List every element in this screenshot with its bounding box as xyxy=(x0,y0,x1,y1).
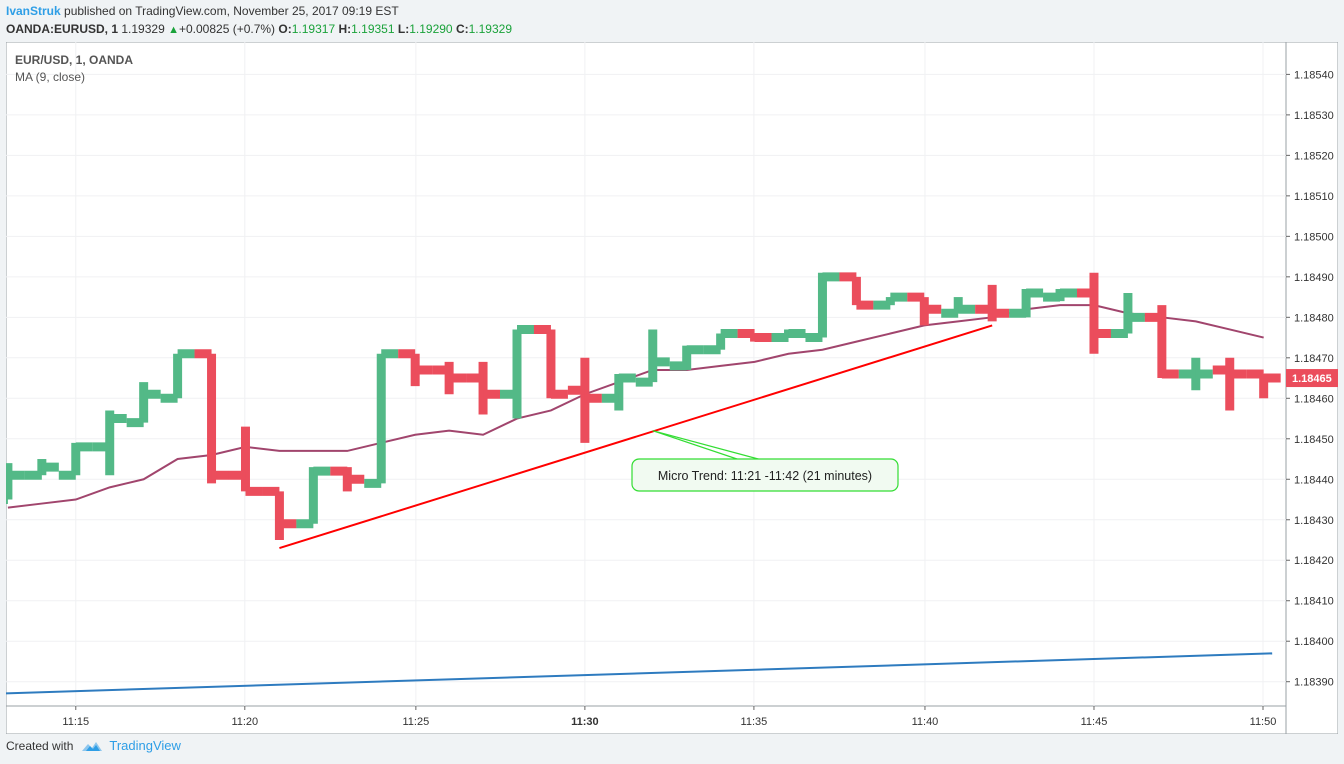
symbol-label: OANDA:EURUSD, 1 xyxy=(6,22,119,36)
price-tick-label: 1.18400 xyxy=(1294,636,1334,648)
price-tick-label: 1.18500 xyxy=(1294,231,1334,243)
price-tick-label: 1.18510 xyxy=(1294,191,1334,203)
ohlc-bar xyxy=(92,410,127,476)
ohlc-bar xyxy=(703,329,738,355)
ohlc-bar xyxy=(364,349,399,488)
price-tick-label: 1.18490 xyxy=(1294,272,1334,284)
low-label: L: xyxy=(397,22,410,36)
indicator-legend: MA (9, close) xyxy=(15,70,86,84)
ohlc-bar xyxy=(330,466,365,492)
ohlc-bar xyxy=(1144,305,1179,379)
price-tick-label: 1.18540 xyxy=(1294,69,1334,81)
current-price-marker xyxy=(1286,369,1338,388)
ohlc-bar xyxy=(160,349,195,403)
time-tick-label: 11:25 xyxy=(402,716,429,728)
ohlc-bar xyxy=(296,466,331,529)
high-label: H: xyxy=(338,22,352,36)
ohlc-bar xyxy=(500,324,534,419)
ohlc-bar xyxy=(805,272,840,343)
ohlc-bar xyxy=(1009,288,1044,318)
price-tick-label: 1.18460 xyxy=(1294,393,1334,405)
ohlc-bar xyxy=(1212,357,1247,411)
price-tick-label: 1.18410 xyxy=(1294,596,1334,608)
footer: Created with TradingView xyxy=(6,738,181,753)
chart-header: IvanStruk published on TradingView.com, … xyxy=(0,0,1344,42)
callout-text: Micro Trend: 11:21 -11:42 (21 minutes) xyxy=(658,469,872,483)
ohlc-bar xyxy=(635,329,670,387)
ohlc-bar xyxy=(601,373,636,411)
time-tick-label: 11:35 xyxy=(741,716,768,728)
ohlc-bar xyxy=(907,292,942,326)
time-tick-label: 11:20 xyxy=(231,716,258,728)
current-price-label: 1.18465 xyxy=(1292,373,1332,385)
ohlc-bar xyxy=(533,324,568,399)
ohlc-bar xyxy=(1076,272,1111,354)
ohlc-bar xyxy=(6,463,25,505)
ohlc-bar xyxy=(941,297,976,318)
publish-info: published on TradingView.com, November 2… xyxy=(64,4,399,18)
price-tick-label: 1.18440 xyxy=(1294,474,1334,486)
price-tick-label: 1.18390 xyxy=(1294,677,1334,689)
price-chart[interactable]: 1.18540 1.18530 1.18520 1.18510 1.18500 1.184… xyxy=(6,42,1338,734)
ohlc-bar xyxy=(669,345,704,371)
ohlc-bar xyxy=(58,442,93,480)
ohlc-bar xyxy=(975,284,1010,322)
micro-trend-line xyxy=(279,324,993,550)
ohlc-bar xyxy=(737,329,772,343)
publish-line: IvanStruk published on TradingView.com, … xyxy=(6,4,399,18)
price-tick-label: 1.18530 xyxy=(1294,110,1334,122)
high-value: 1.19351 xyxy=(351,22,395,36)
price-tick-label: 1.18450 xyxy=(1294,434,1334,446)
ohlc-bar xyxy=(839,272,874,310)
ohlc-bar xyxy=(194,349,229,484)
ohlc-bar xyxy=(398,349,433,387)
time-tick-label: 11:15 xyxy=(62,716,89,728)
time-tick-label: 11:45 xyxy=(1081,716,1108,728)
ohlc-bar xyxy=(567,357,602,443)
blue-trend-line xyxy=(6,652,1273,695)
price-tick-label: 1.18520 xyxy=(1294,150,1334,162)
author-link[interactable]: IvanStruk xyxy=(6,4,61,18)
time-axis xyxy=(6,705,1287,734)
last-price: 1.19329 xyxy=(121,22,165,36)
tradingview-logo-icon xyxy=(82,741,103,751)
time-tick-label: 11:50 xyxy=(1250,716,1277,728)
ohlc-bar xyxy=(873,292,908,310)
time-tick-label: 11:30 xyxy=(571,716,599,728)
ohlc-bar xyxy=(432,361,467,395)
price-tick-label: 1.18420 xyxy=(1294,555,1334,567)
open-value: 1.19317 xyxy=(291,22,336,36)
plot-area xyxy=(6,42,1287,707)
ohlc-line: OANDA:EURUSD, 1 1.19329 ▲+0.00825 (+0.7%… xyxy=(6,22,512,36)
ohlc-bar xyxy=(1178,357,1213,391)
ohlc-bar xyxy=(262,486,297,540)
price-change: +0.00825 (+0.7%) xyxy=(178,22,276,36)
close-label: C: xyxy=(455,22,469,36)
ohlc-bar xyxy=(1110,293,1145,339)
time-tick-label: 11:40 xyxy=(912,716,939,728)
tradingview-link[interactable]: TradingView xyxy=(109,738,181,753)
open-label: O: xyxy=(278,22,292,36)
ohlc-bar xyxy=(228,426,263,496)
up-arrow-icon: ▲ xyxy=(168,24,179,36)
price-tick-label: 1.18430 xyxy=(1294,515,1334,527)
created-with-label: Created with xyxy=(6,738,74,753)
ohlc-bar xyxy=(126,382,161,428)
close-value: 1.19329 xyxy=(468,22,513,36)
ohlc-bar xyxy=(466,361,501,415)
callout-pointer-edge xyxy=(652,430,741,461)
ohlc-bar xyxy=(771,329,806,343)
price-tick-label: 1.18470 xyxy=(1294,353,1334,365)
ohlc-bar xyxy=(1043,288,1078,302)
callout-box xyxy=(631,458,899,492)
ohlc-bar xyxy=(24,459,59,480)
low-value: 1.19290 xyxy=(409,22,453,36)
price-axis xyxy=(1285,42,1338,734)
series-legend: EUR/USD, 1, OANDA xyxy=(15,53,134,67)
ohlc-bar xyxy=(1246,369,1281,399)
price-tick-label: 1.18480 xyxy=(1294,312,1334,324)
